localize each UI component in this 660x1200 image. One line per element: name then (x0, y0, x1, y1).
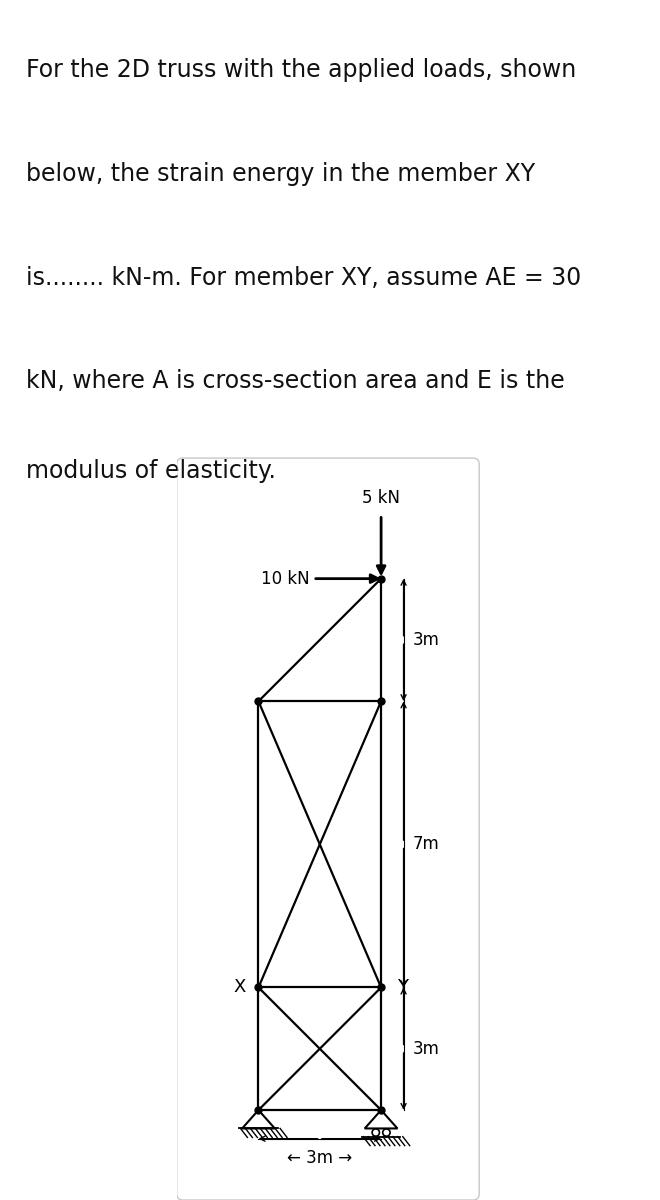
Text: For the 2D truss with the applied loads, shown: For the 2D truss with the applied loads,… (26, 59, 577, 83)
Text: X: X (234, 978, 246, 996)
Text: 3m: 3m (412, 1039, 440, 1057)
Text: below, the strain energy in the member XY: below, the strain energy in the member X… (26, 162, 535, 186)
Text: ← 3m →: ← 3m → (287, 1148, 352, 1166)
Text: 10 kN: 10 kN (261, 570, 310, 588)
Text: is........ kN-m. For member XY, assume AE = 30: is........ kN-m. For member XY, assume A… (26, 265, 581, 289)
Text: 3m: 3m (412, 631, 440, 649)
Text: kN, where A is cross-section area and E is the: kN, where A is cross-section area and E … (26, 370, 565, 392)
Text: modulus of elasticity.: modulus of elasticity. (26, 458, 277, 482)
Text: 7m: 7m (412, 835, 440, 853)
Text: 5 kN: 5 kN (362, 490, 400, 508)
Text: Y: Y (397, 978, 408, 996)
